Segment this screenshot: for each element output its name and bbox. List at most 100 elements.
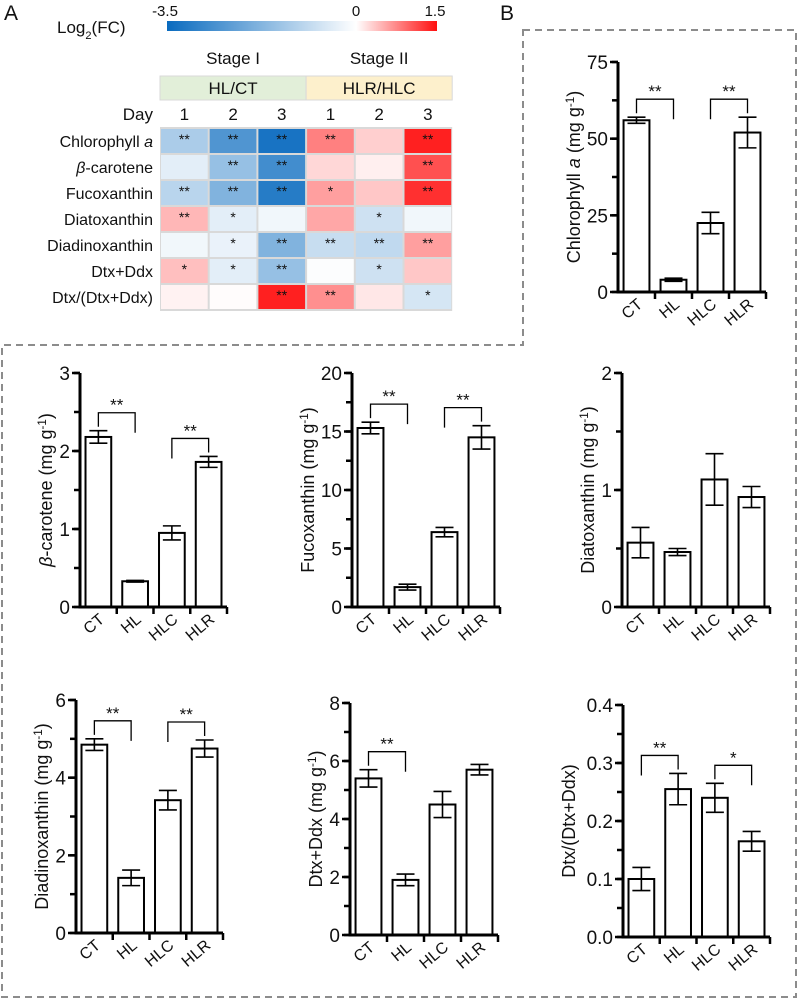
- bar-hl: [391, 878, 420, 937]
- y-axis-label-part: ): [578, 406, 598, 412]
- category-label: CT: [619, 296, 646, 323]
- significance-mark: **: [228, 157, 239, 173]
- category-label: HL: [661, 941, 688, 967]
- significance-mark: **: [422, 183, 433, 199]
- day-number: 1: [326, 105, 335, 124]
- significance-label: **: [380, 735, 394, 754]
- category-label: HLC: [419, 611, 454, 645]
- day-number: 3: [277, 105, 286, 124]
- bar-chart-ratio: CT HL HLC HLR0.00.10.20.30.4Dtx/(Dtx+Ddx)**…: [559, 696, 772, 975]
- bar-chart-bcar: CT HL HLC HLR 0 1 2 3 β-carotene (mg g-1) ** **: [36, 364, 229, 645]
- error-bar: [738, 116, 757, 149]
- y-axis-label-part: ): [564, 91, 584, 97]
- significance-mark: **: [276, 235, 287, 251]
- y-tick-label: 1: [59, 520, 70, 541]
- significance-bracket: [93, 720, 132, 741]
- y-axis-label-part: Dtx+Ddx (mg g: [306, 767, 326, 888]
- heatmap-cell: [307, 129, 354, 153]
- y-axis-label-part: β: [36, 557, 56, 568]
- significance-mark: **: [179, 131, 190, 147]
- heatmap-cell: [161, 129, 208, 153]
- significance-bracket: [709, 98, 749, 120]
- significance-mark: **: [325, 235, 336, 251]
- row-label-part: β: [75, 160, 85, 177]
- day-number: 3: [423, 105, 432, 124]
- category-label: HLC: [689, 611, 724, 645]
- heatmap-cell: [355, 233, 403, 257]
- day-number: 2: [374, 105, 383, 124]
- heatmap-cell: [258, 207, 306, 231]
- category-label: CT: [623, 611, 650, 638]
- bar-hlr: [733, 131, 762, 293]
- significance-mark: **: [276, 261, 287, 277]
- error-bar: [396, 873, 415, 887]
- category-label: HL: [656, 296, 683, 322]
- significance-mark: **: [422, 131, 433, 147]
- y-tick-label: 10: [321, 481, 342, 502]
- significance-mark: **: [276, 131, 287, 147]
- error-bar: [705, 452, 724, 507]
- y-tick-label: 5: [331, 540, 342, 561]
- panel-label-b: B: [500, 2, 514, 25]
- y-axis-label-part: Chlorophyll: [564, 168, 584, 263]
- bar-hlc: [154, 799, 182, 934]
- error-bar: [398, 583, 417, 591]
- bar-hlr: [465, 768, 494, 937]
- bar-chart-dtxddx: CT HL HLC HLR 0 2 4 6 8 Dtx+Ddx (mg g-1) **: [306, 694, 500, 973]
- heatmap-cell: [355, 285, 403, 309]
- category-label: CT: [77, 937, 104, 964]
- error-bar: [472, 424, 491, 450]
- significance-mark: *: [376, 209, 382, 225]
- heatmap-cell: [209, 181, 257, 205]
- error-bar: [361, 421, 380, 435]
- error-bar: [162, 525, 181, 541]
- heatmap-cell: [209, 285, 257, 309]
- error-bar: [701, 211, 720, 235]
- category-label: HLR: [726, 611, 761, 645]
- significance-bracket: [171, 437, 210, 459]
- y-tick-label: 8: [329, 694, 340, 715]
- significance-bracket: [369, 403, 409, 425]
- significance-label: **: [648, 82, 662, 101]
- bar-hl: [663, 551, 692, 609]
- y-axis-label-part: ): [298, 407, 318, 413]
- heatmap-cell: [355, 155, 403, 179]
- y-tick-label: 50: [587, 130, 608, 151]
- error-bar: [668, 547, 687, 557]
- heatmap-cell: [307, 285, 354, 309]
- comparison-label: HL/CT: [208, 79, 257, 98]
- y-axis-label-part: Diatoxanthin (mg g: [578, 423, 598, 574]
- significance-mark: **: [374, 235, 385, 251]
- heatmap-cell: [404, 181, 452, 205]
- row-label-part: Chlorophyll: [60, 134, 144, 151]
- heatmap-cell: [307, 259, 354, 283]
- bar-hlr: [737, 840, 766, 938]
- category-label: HLC: [146, 611, 181, 645]
- bar-ct: [84, 435, 113, 608]
- row-label: Diatoxanthin: [64, 212, 153, 229]
- row-label: Dtx/(Dtx+Ddx): [52, 290, 153, 307]
- row-label-part: -carotene: [85, 160, 153, 177]
- error-bar: [470, 763, 489, 776]
- stage-label: Stage I: [206, 49, 260, 68]
- heatmap-cell: [209, 207, 257, 231]
- heatmap-cell: [209, 259, 257, 283]
- heatmap-cell: [355, 259, 403, 283]
- significance-mark: **: [325, 131, 336, 147]
- colorbar-title-part: Log: [57, 18, 85, 37]
- row-label: β-carotene: [75, 160, 153, 177]
- error-bar: [705, 782, 724, 814]
- y-axis-label-part: Diadinoxanthin (mg g: [32, 740, 52, 910]
- comparison-label: HLR/HLC: [343, 79, 416, 98]
- y-axis-label-part: a: [564, 158, 584, 168]
- y-axis-label-part: -1: [298, 413, 311, 423]
- heatmap-cell: [258, 129, 306, 153]
- heatmap-cell: [209, 129, 257, 153]
- y-axis-label-part: (mg g: [564, 107, 584, 158]
- category-label: CT: [353, 611, 380, 638]
- y-axis-label: β-carotene (mg g-1): [36, 413, 57, 568]
- significance-mark: **: [179, 209, 190, 225]
- error-bar: [669, 772, 688, 806]
- significance-label: **: [382, 387, 396, 406]
